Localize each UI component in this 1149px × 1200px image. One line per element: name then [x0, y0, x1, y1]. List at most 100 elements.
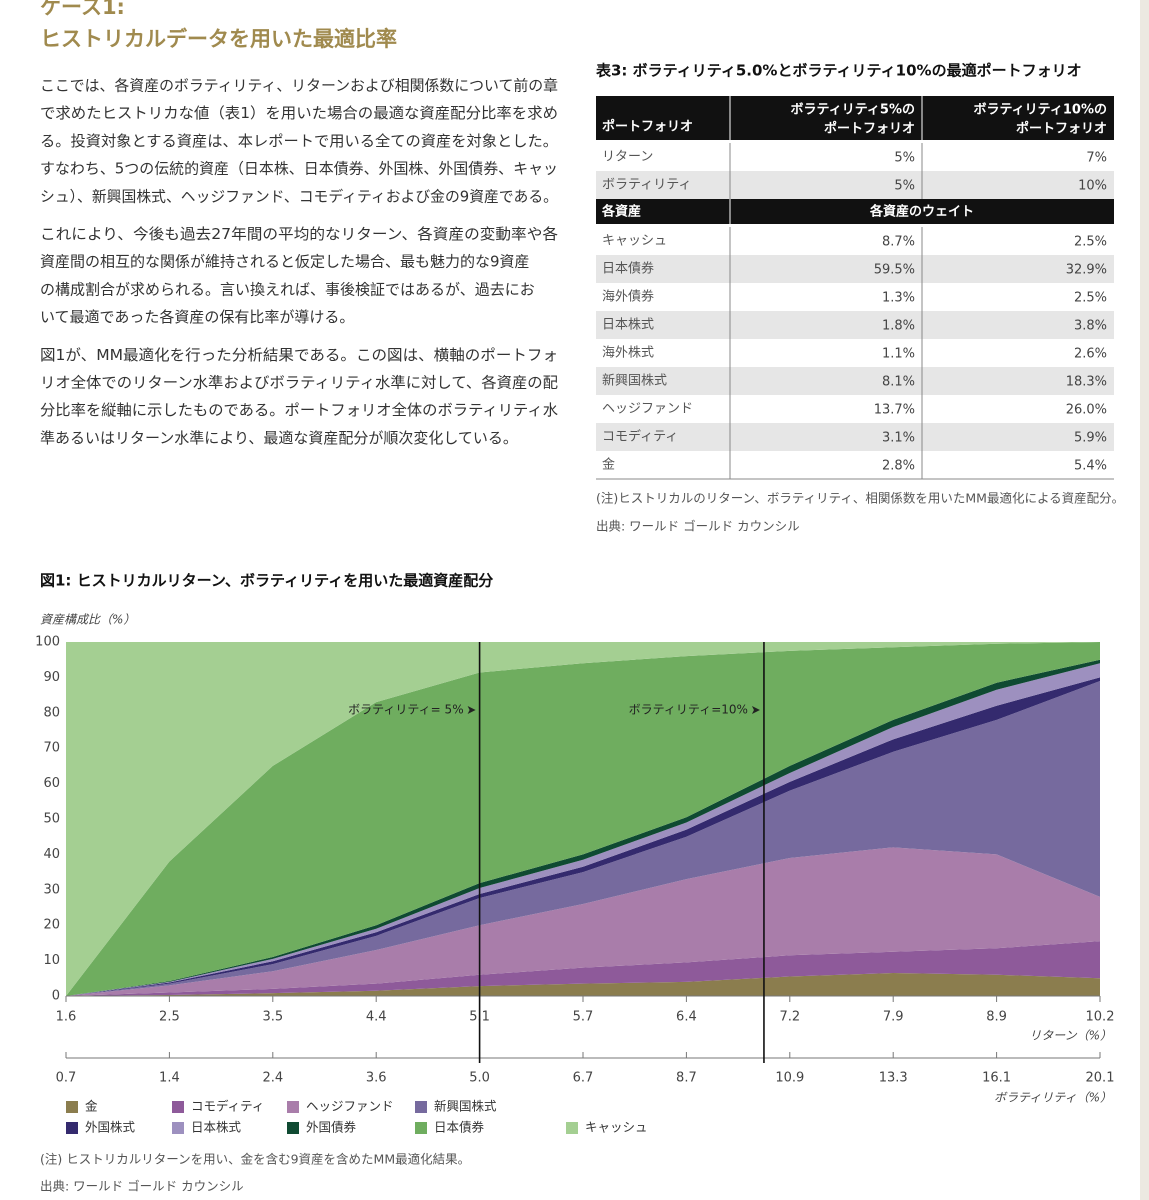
x2-tick-label: 16.1: [982, 1071, 1011, 1086]
x-tick-label: 8.9: [986, 1010, 1007, 1025]
paragraph-line: 図1が、MM最適化を行った分析結果である。この図は、横軸のポートフォ: [40, 346, 558, 364]
table-cell: 新興国株式: [602, 373, 667, 389]
legend-label: 日本債券: [434, 1120, 485, 1135]
x2-tick-label: 6.7: [573, 1071, 594, 1086]
legend-label: ヘッジファンド: [306, 1099, 394, 1114]
area: [66, 847, 1100, 996]
table-cell: コモディティ: [602, 429, 678, 445]
x2-axis-label: ボラティリティ（%）: [994, 1091, 1112, 1105]
legend-swatch: [566, 1122, 578, 1134]
table-cell: 3.1%: [882, 431, 915, 446]
table-cell: 32.9%: [1066, 263, 1107, 278]
x2-tick-label: 3.6: [366, 1071, 387, 1086]
table-cell: 26.0%: [1066, 403, 1107, 418]
chart-source: 出典: ワールド ゴールド カウンシル: [40, 1179, 244, 1194]
x2-tick-label: 13.3: [879, 1071, 908, 1086]
paragraph-line: の構成割合が求められる。言い換えれば、事後検証ではあるが、過去にお: [40, 280, 535, 298]
table-cell: 18.3%: [1066, 375, 1107, 390]
area: [66, 659, 1100, 996]
table-row-bg: [596, 423, 1114, 451]
legend-swatch: [287, 1101, 299, 1113]
y-tick-label: 10: [43, 953, 60, 968]
y-axis-label: 資産構成比（%）: [40, 613, 135, 627]
paragraph-line: シュ）、新興国株式、ヘッジファンド、コモディティおよび金の9資産である。: [40, 187, 558, 205]
case-title: ヒストリカルデータを用いた最適比率: [40, 27, 397, 51]
table-cell: 5.4%: [1074, 459, 1107, 474]
table-cell: 5%: [894, 179, 915, 194]
x2-tick-label: 20.1: [1086, 1071, 1115, 1086]
table-row-bg: [596, 171, 1114, 199]
x-tick-label: 5.7: [573, 1010, 594, 1025]
table-cell: 10%: [1078, 179, 1107, 194]
edge-strip: [1140, 0, 1149, 1200]
table-cell: 2.5%: [1074, 291, 1107, 306]
paragraph-line: 準あるいはリターン水準により、最適な資産配分が順次変化している。: [40, 429, 518, 447]
area: [66, 972, 1100, 996]
legend-label: コモディティ: [191, 1099, 264, 1114]
x-tick-label: 2.5: [159, 1010, 180, 1025]
table-cell: 2.8%: [882, 459, 915, 474]
table-row-bg: [596, 283, 1114, 311]
table-note: (注)ヒストリカルのリターン、ボラティリティ、相関係数を用いたMM最適化による資…: [596, 491, 1124, 506]
area: [66, 642, 1100, 996]
y-tick-label: 70: [43, 741, 60, 756]
x2-tick-label: 2.4: [262, 1071, 283, 1086]
y-tick-label: 50: [43, 812, 60, 827]
table-cell: 3.8%: [1074, 319, 1107, 334]
x-tick-label: 4.4: [366, 1010, 387, 1025]
x2-tick-label: 8.7: [676, 1071, 697, 1086]
legend-label: 新興国株式: [434, 1099, 497, 1114]
table-row-bg: [596, 311, 1114, 339]
legend-label: キャッシュ: [585, 1120, 648, 1135]
table-cell: 59.5%: [874, 263, 915, 278]
area: [66, 941, 1100, 996]
table-cell: 5%: [894, 151, 915, 166]
x-tick-label: 6.4: [676, 1010, 697, 1025]
chart-title: 図1: ヒストリカルリターン、ボラティリティを用いた最適資産配分: [40, 572, 493, 590]
section-header: 各資産: [601, 204, 641, 220]
table-row-bg: [596, 227, 1114, 255]
legend-label: 外国株式: [85, 1120, 136, 1135]
table-header: ボラティリティ5%の: [790, 102, 915, 118]
table-cell: 1.3%: [882, 291, 915, 306]
x-tick-label: 1.6: [56, 1010, 77, 1025]
y-tick-label: 0: [52, 989, 60, 1004]
legend-swatch: [415, 1101, 427, 1113]
legend-swatch: [172, 1122, 184, 1134]
y-tick-label: 40: [43, 847, 60, 862]
legend-swatch: [172, 1101, 184, 1113]
x2-tick-label: 10.9: [775, 1071, 804, 1086]
table-header: ポートフォリオ: [824, 121, 915, 137]
paragraph-line: これにより、今後も過去27年間の平均的なリターン、各資産の変動率や各: [40, 225, 558, 243]
table-cell: 2.5%: [1074, 235, 1107, 250]
table-cell: 5.9%: [1074, 431, 1107, 446]
x2-tick-label: 0.7: [56, 1071, 77, 1086]
table-cell: 金: [602, 457, 615, 473]
table-cell: 1.1%: [882, 347, 915, 362]
section-header: 各資産のウェイト: [869, 204, 974, 220]
table-cell: 日本債券: [602, 261, 654, 277]
x-axis-label: リターン（%）: [1029, 1029, 1112, 1043]
table-header: ポートフォリオ: [1016, 121, 1107, 137]
legend-swatch: [66, 1101, 78, 1113]
table-cell: ヘッジファンド: [602, 402, 693, 417]
table-cell: ボラティリティ: [602, 178, 691, 193]
y-tick-label: 90: [43, 670, 60, 685]
table-header: ポートフォリオ: [602, 119, 693, 135]
chart-note: (注) ヒストリカルリターンを用い、金を含む9資産を含めたMM最適化結果。: [40, 1152, 470, 1167]
annotation-arrow: [467, 706, 476, 714]
table-cell: 海外株式: [602, 346, 654, 361]
table-cell: 日本株式: [602, 318, 654, 333]
annotation-text: ボラティリティ= 5%: [348, 703, 463, 717]
table-row-bg: [596, 255, 1114, 283]
table-cell: 1.8%: [882, 319, 915, 334]
legend-swatch: [66, 1122, 78, 1134]
table-cell: 13.7%: [874, 403, 915, 418]
table-row-bg: [596, 395, 1114, 423]
paragraph-line: ここでは、各資産のボラティリティ、リターンおよび相関係数について前の章: [40, 77, 558, 95]
legend-label: 日本株式: [191, 1120, 242, 1135]
paragraph-line: で求めたヒストリカな値（表1）を用いた場合の最適な資産配分比率を求め: [40, 104, 558, 122]
table-title: 表3: ボラティリティ5.0%とボラティリティ10%の最適ポートフォリオ: [596, 62, 1082, 80]
table-cell: 8.1%: [882, 375, 915, 390]
table-cell: キャッシュ: [602, 234, 667, 249]
